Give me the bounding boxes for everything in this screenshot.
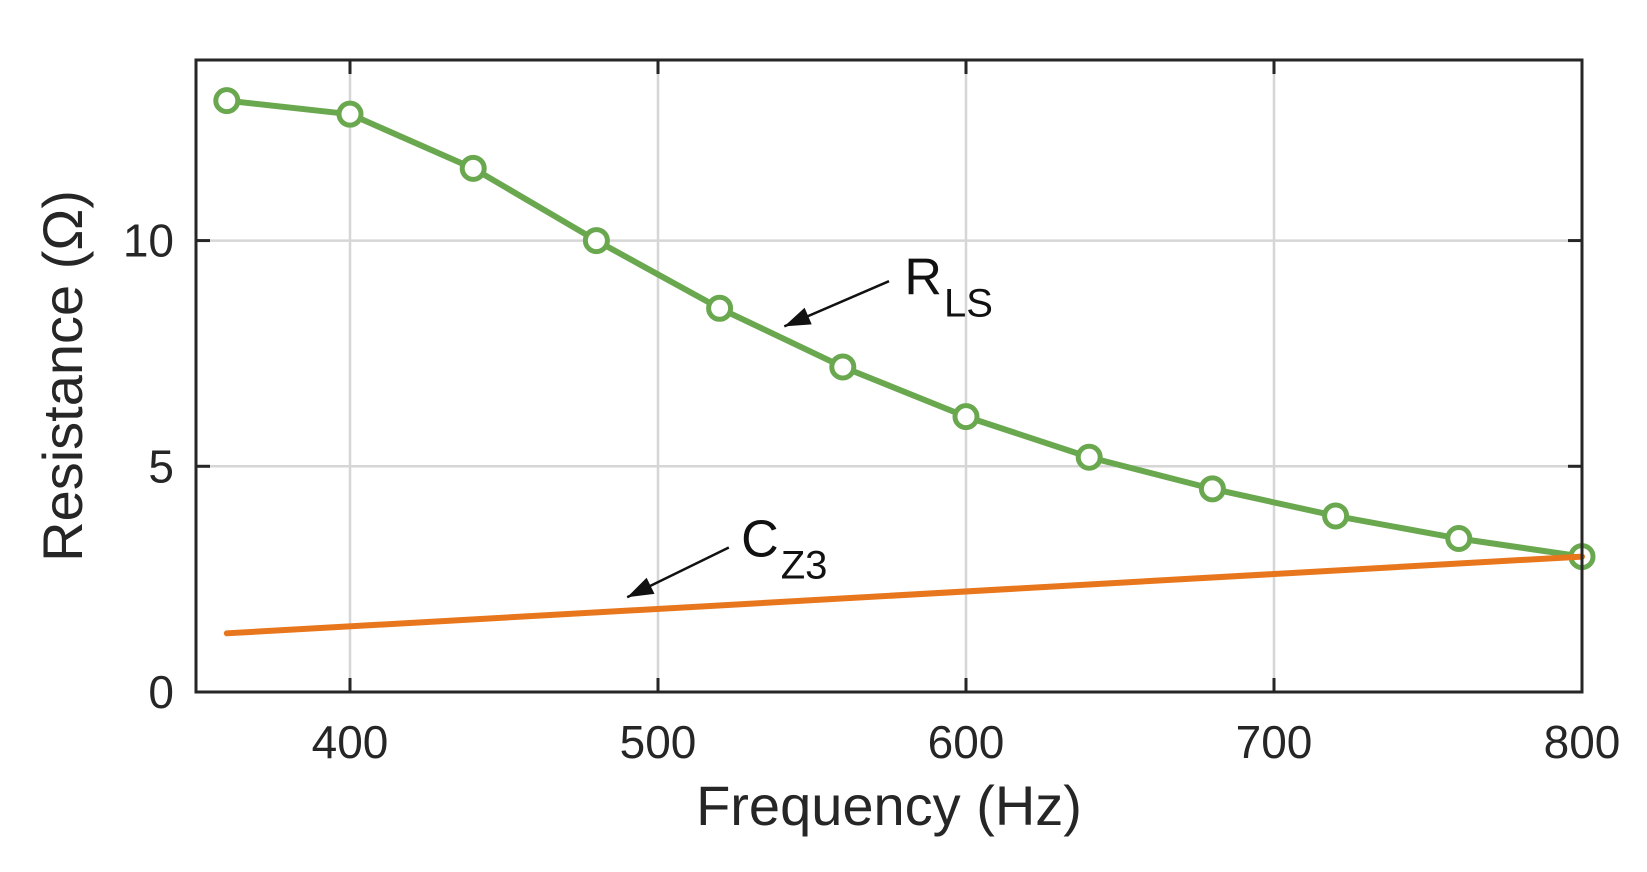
annotation-arrow-head (784, 307, 812, 327)
y-tick-label: 10 (123, 215, 174, 267)
data-point-r-ls (829, 353, 857, 381)
series-layer (213, 87, 1596, 637)
data-point-r-ls (952, 403, 980, 431)
series-line-c-z3 (223, 553, 1585, 637)
data-point-r-ls (582, 227, 610, 255)
data-point-r-ls (1322, 502, 1350, 530)
x-tick-label: 400 (312, 716, 389, 768)
data-point-r-ls (336, 100, 364, 128)
axes-box (194, 58, 1584, 694)
data-point-r-ls (1445, 525, 1473, 553)
y-tick-label: 5 (148, 440, 174, 492)
axis-ticks: 400 500 600 700 800 0 5 10 (123, 60, 1621, 768)
data-point-r-ls (459, 154, 487, 182)
y-axis-title: Resistance (Ω) (31, 190, 94, 562)
data-point-r-ls (1198, 475, 1226, 503)
y-tick-label: 0 (148, 666, 174, 718)
x-axis-title: Frequency (Hz) (696, 774, 1082, 837)
x-tick-label: 600 (928, 716, 1005, 768)
data-point-r-ls (213, 87, 241, 115)
data-point-r-ls (1075, 443, 1103, 471)
x-tick-label: 700 (1236, 716, 1313, 768)
data-point-r-ls (706, 294, 734, 322)
x-tick-label: 800 (1544, 716, 1621, 768)
series-line-r-ls (223, 97, 1585, 560)
x-tick-label: 500 (620, 716, 697, 768)
annotation-arrow-head (627, 577, 655, 598)
